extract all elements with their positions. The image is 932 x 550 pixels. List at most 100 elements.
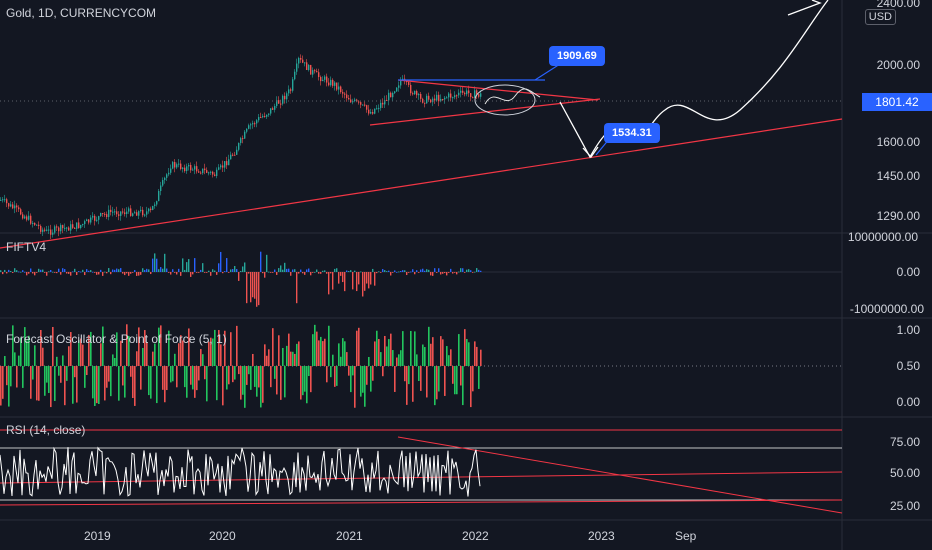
forecast-path[interactable] <box>559 0 829 159</box>
candle-body <box>350 99 352 103</box>
oscillator-bar <box>284 366 286 398</box>
projection-wave[interactable] <box>484 88 541 105</box>
candle-body <box>50 229 52 235</box>
fiftv4-bar <box>296 272 298 304</box>
fiftv4-bar <box>334 268 336 272</box>
fiftv4-bar <box>390 272 392 276</box>
candle-body <box>340 86 342 93</box>
oscillator-bar <box>274 366 276 379</box>
oscillator-bar <box>228 366 230 385</box>
lower-target-callout[interactable]: 1534.31 <box>604 123 660 143</box>
candle-body <box>54 226 56 233</box>
candle-body <box>400 79 402 86</box>
fiftv4-bar <box>128 272 130 276</box>
fiftv4-bar <box>84 272 86 276</box>
fiftv4-bar <box>194 258 196 272</box>
oscillator-bar <box>214 329 216 366</box>
oscillator-bar <box>216 366 218 401</box>
candle-body <box>182 167 184 169</box>
candle-body <box>446 97 448 99</box>
candle-body <box>198 171 200 173</box>
candle-body <box>476 90 478 95</box>
fiftv4-bar <box>312 272 314 273</box>
triangle-upper-trendline[interactable] <box>397 79 599 101</box>
down-arrow-head <box>582 146 599 159</box>
fiftv4-bar <box>68 272 70 274</box>
candle-body <box>304 62 306 64</box>
oscillator-bar <box>408 366 410 385</box>
fiftv4-bar <box>38 268 40 272</box>
candle-body <box>180 163 182 169</box>
fiftv4-bar <box>454 272 456 273</box>
oscillator-bar <box>352 366 354 376</box>
candle-body <box>20 209 22 215</box>
fiftv4-bar <box>124 272 126 276</box>
candle-body <box>8 203 10 207</box>
fiftv4-bar <box>286 268 288 272</box>
oscillator-bar <box>474 341 476 366</box>
candle-body <box>274 105 276 110</box>
upper-target-callout[interactable]: 1909.69 <box>549 46 605 66</box>
fiftv4-bar <box>10 270 12 272</box>
oscillator-bar <box>420 366 422 391</box>
oscillator-bar <box>328 325 330 366</box>
oscillator-bar <box>126 324 128 366</box>
oscillator-bar <box>140 366 142 390</box>
fiftv4-bar <box>348 270 350 272</box>
fiftv4-bar <box>246 272 248 304</box>
fiftv4-bar <box>382 269 384 272</box>
fiftv4-bar <box>214 270 216 272</box>
candle-body <box>24 216 26 219</box>
candle-body <box>288 89 290 94</box>
fiftv4-bar <box>326 272 328 274</box>
oscillator-bar <box>212 338 214 366</box>
candle-body <box>266 114 268 117</box>
fiftv4-bar <box>404 270 406 272</box>
currency-badge[interactable]: USD <box>864 9 896 25</box>
oscillator-bar <box>384 335 386 366</box>
oscillator-bar <box>260 366 262 408</box>
candle-body <box>0 199 2 201</box>
long-trendline[interactable] <box>0 118 843 249</box>
fiftv4-bar <box>138 272 140 276</box>
candle-body <box>474 90 476 98</box>
fiftv4-bar <box>228 272 230 273</box>
symbol-title[interactable]: Gold, 1D, CURRENCYCOM <box>6 6 157 20</box>
rsi-down-trendline[interactable] <box>397 436 843 514</box>
oscillator-bar <box>354 366 356 408</box>
candle-body <box>114 211 116 213</box>
fiftv4-bar <box>190 272 192 277</box>
oscillator-bar <box>382 366 384 377</box>
candle-body <box>260 117 262 119</box>
fiftv4-title[interactable]: FIFTV4 <box>6 240 47 254</box>
oscillator-bar <box>146 342 148 366</box>
rsi-title[interactable]: RSI (14, close) <box>6 423 86 437</box>
oscillator-bar <box>380 352 382 366</box>
fiftv4-bar <box>30 268 32 272</box>
fiftv4-bar <box>444 272 446 274</box>
oscillator-bar <box>436 366 438 400</box>
oscillator-bar <box>162 366 164 390</box>
candle-body <box>2 199 4 201</box>
triangle-lower-trendline[interactable] <box>369 98 601 126</box>
forecast-title[interactable]: Forecast Oscillator & Point of Force (5,… <box>6 332 227 346</box>
oscillator-bar <box>154 343 156 366</box>
fiftv4-bar <box>416 270 418 272</box>
candle-body <box>40 225 42 232</box>
fiftv4-bar <box>344 272 346 292</box>
fiftv4-bar <box>240 270 242 272</box>
fiftv4-bar <box>172 269 174 272</box>
candle-body <box>110 209 112 212</box>
oscillator-bar <box>8 366 10 407</box>
rsi-lower-trendline[interactable] <box>0 499 843 506</box>
highlight-ellipse[interactable] <box>474 84 536 116</box>
candle-body <box>216 169 218 176</box>
candle-body <box>220 165 222 168</box>
fiftv4-bar <box>480 270 482 272</box>
fiftv4-bar <box>130 272 132 274</box>
candle-body <box>462 90 464 93</box>
candle-body <box>334 82 336 86</box>
oscillator-bar <box>14 352 16 366</box>
oscillator-bar <box>160 325 162 366</box>
